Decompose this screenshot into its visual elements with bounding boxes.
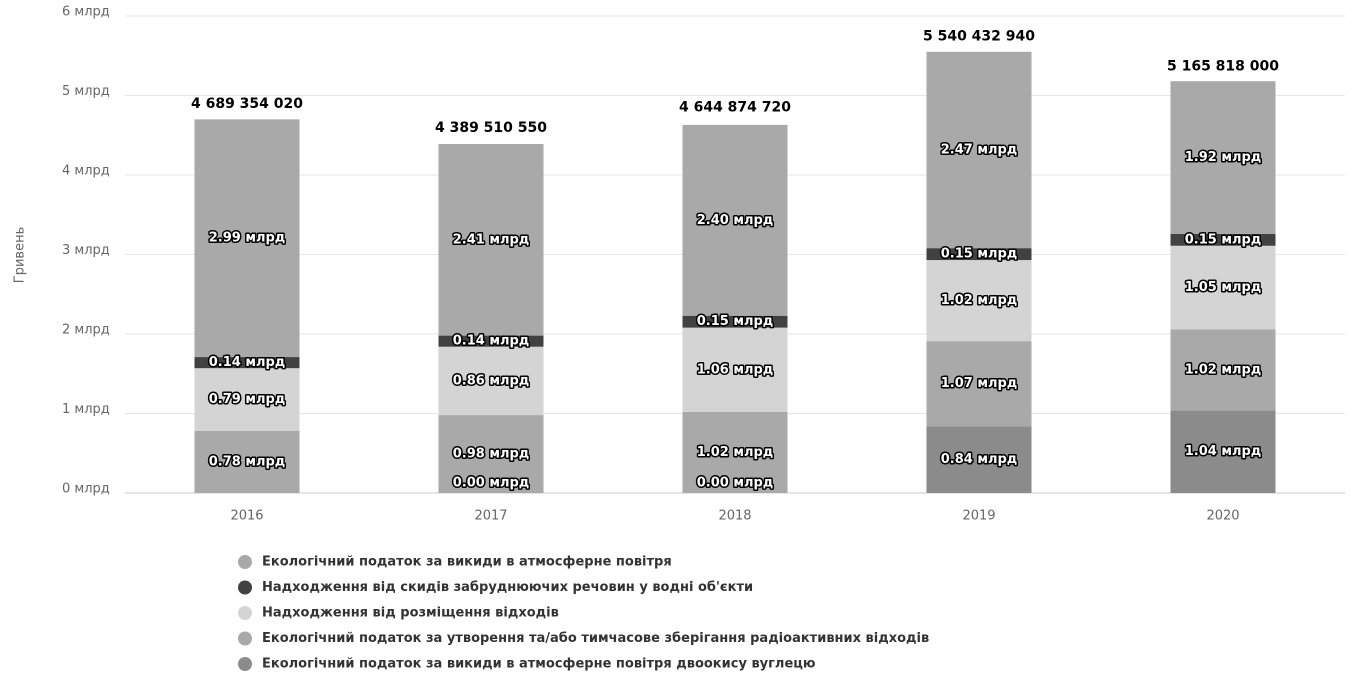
- x-tick-label: 2016: [230, 509, 263, 524]
- y-axis-label: Гривень: [13, 227, 28, 283]
- x-tick-label: 2020: [1206, 509, 1239, 524]
- data-label: 2.41 млрд: [453, 232, 530, 247]
- data-label: 1.05 млрд: [1185, 280, 1262, 295]
- y-tick-label: 5 млрд: [62, 84, 110, 99]
- data-label: 2.40 млрд: [697, 213, 774, 228]
- total-label: 4 689 354 020: [191, 96, 303, 112]
- legend-label: Екологічний податок за утворення та/або …: [262, 631, 929, 646]
- total-label: 4 644 874 720: [679, 100, 791, 116]
- data-label: 0.00 млрд: [697, 476, 774, 491]
- y-tick-label: 0 млрд: [62, 482, 110, 497]
- data-label: 1.02 млрд: [697, 445, 774, 460]
- legend-label: Надходження від розміщення відходів: [262, 606, 559, 621]
- legend-label: Екологічний податок за викиди в атмосфер…: [262, 555, 672, 570]
- data-label: 0.15 млрд: [941, 247, 1018, 262]
- data-label: 1.04 млрд: [1185, 444, 1262, 459]
- data-label: 0.98 млрд: [453, 447, 530, 462]
- bar-segment: [926, 51, 1032, 249]
- legend-marker: [238, 606, 252, 620]
- bar-segment: [438, 143, 544, 336]
- data-label: 0.79 млрд: [209, 392, 286, 407]
- bar-segment: [926, 260, 1032, 342]
- x-tick-label: 2018: [718, 509, 751, 524]
- total-label: 4 389 510 550: [435, 120, 547, 136]
- data-label: 0.86 млрд: [453, 373, 530, 388]
- data-label: 1.02 млрд: [1185, 362, 1262, 377]
- bar-segment: [682, 327, 788, 412]
- data-label: 0.84 млрд: [941, 452, 1018, 467]
- bar-segment: [1170, 410, 1276, 493]
- bar-segment: [438, 346, 544, 416]
- bar-segment: [194, 430, 300, 493]
- bar-segment: [926, 248, 1032, 261]
- y-tick-label: 6 млрд: [62, 5, 110, 20]
- y-tick-label: 3 млрд: [62, 243, 110, 258]
- data-label: 0.78 млрд: [209, 454, 286, 469]
- legend-label: Надходження від скидів забруднюючих речо…: [262, 580, 753, 595]
- data-label: 1.06 млрд: [697, 362, 774, 377]
- bar-segment: [682, 411, 788, 493]
- data-label: 0.14 млрд: [453, 334, 530, 349]
- bar-segment: [194, 119, 300, 358]
- bar-segment: [438, 415, 544, 493]
- y-tick-label: 1 млрд: [62, 402, 110, 417]
- data-label: 0.00 млрд: [453, 476, 530, 491]
- legend-label: Екологічний податок за викиди в атмосфер…: [262, 657, 816, 672]
- data-label: 1.92 млрд: [1185, 150, 1262, 165]
- bar-segment: [1170, 233, 1276, 246]
- data-label: 0.15 млрд: [1185, 232, 1262, 247]
- legend-marker: [238, 631, 252, 646]
- bar-segment: [682, 315, 788, 328]
- data-label: 1.02 млрд: [941, 293, 1018, 308]
- bar-segment: [926, 426, 1032, 493]
- bar-segment: [194, 368, 300, 431]
- bar-segment: [682, 124, 788, 316]
- legend-marker: [238, 555, 252, 569]
- bar-segment: [1170, 329, 1276, 411]
- y-tick-label: 4 млрд: [62, 164, 110, 179]
- x-tick-label: 2017: [474, 509, 507, 524]
- data-label: 1.07 млрд: [941, 376, 1018, 391]
- legend-marker: [238, 657, 252, 671]
- bar-segment: [1170, 81, 1276, 234]
- data-label: 0.15 млрд: [697, 314, 774, 329]
- y-tick-label: 2 млрд: [62, 323, 110, 338]
- x-tick-label: 2019: [962, 509, 995, 524]
- data-label: 2.47 млрд: [941, 142, 1018, 157]
- bar-segment: [1170, 245, 1276, 330]
- total-label: 5 165 818 000: [1167, 58, 1279, 74]
- legend-marker: [238, 580, 252, 595]
- bar-segment: [438, 335, 544, 347]
- data-label: 2.99 млрд: [209, 231, 286, 246]
- bar-segment: [194, 357, 300, 369]
- data-label: 0.14 млрд: [209, 355, 286, 370]
- total-label: 5 540 432 940: [923, 29, 1035, 45]
- bar-segment: [926, 341, 1032, 427]
